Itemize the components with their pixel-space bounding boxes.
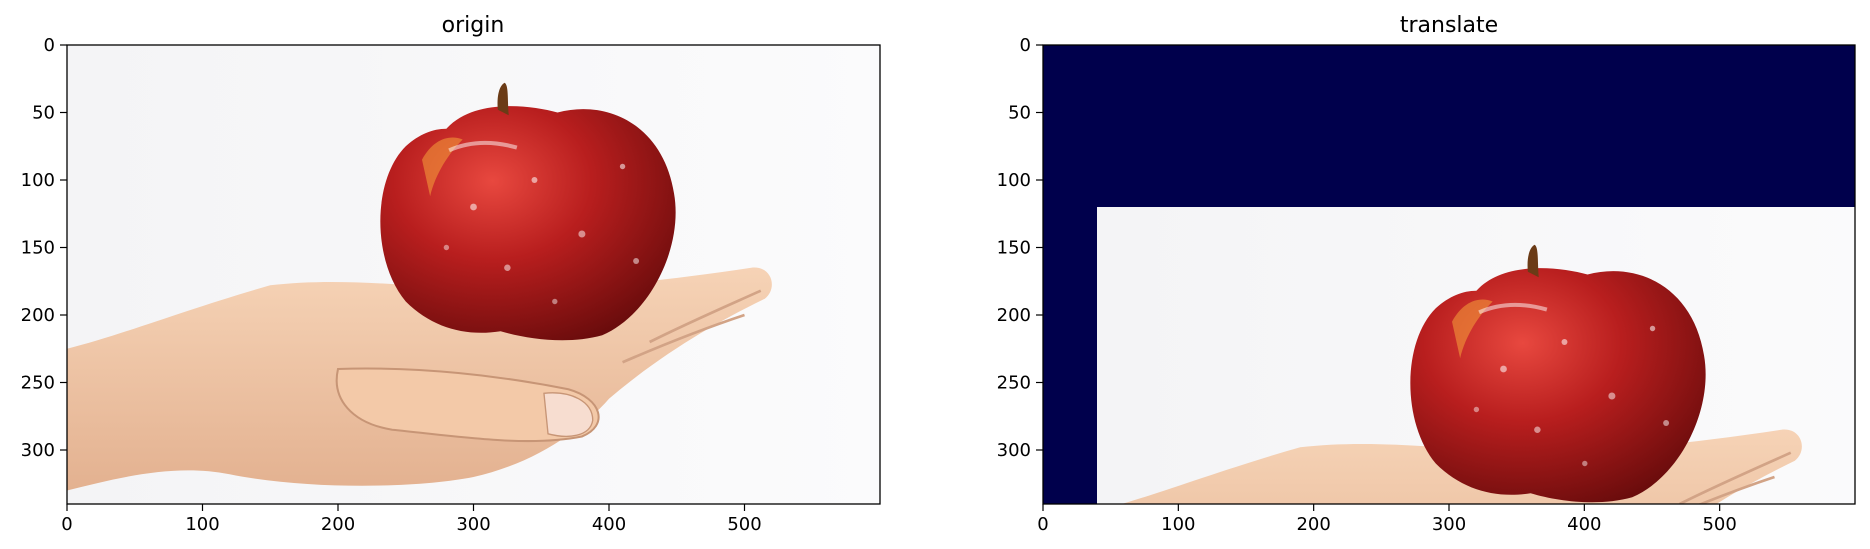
y-tick-label: 50 [1008,103,1031,124]
y-tick-label: 100 [997,170,1031,191]
chart-title: translate [1400,13,1498,38]
y-tick-label: 250 [997,373,1031,394]
x-tick-label: 100 [1161,514,1195,535]
y-tick-label: 150 [997,238,1031,259]
axis-ticks: 0 100 200 300 400 500 0 50 100 150 200 250 300 [21,35,762,535]
panel-origin: origin 0 100 200 300 400 500 0 50 100 150 200 250 30… [21,13,881,535]
x-tick-label: 300 [456,514,490,535]
x-tick-label: 0 [61,514,72,535]
chart-title: origin [442,13,505,38]
x-tick-label: 100 [185,514,219,535]
image-translate [1043,45,1855,504]
y-tick-label: 100 [21,170,55,191]
y-tick-label: 200 [21,305,55,326]
x-tick-label: 400 [592,514,626,535]
x-tick-label: 500 [1702,514,1736,535]
y-tick-label: 300 [21,440,55,461]
y-tick-label: 0 [1020,35,1031,56]
y-tick-label: 200 [997,305,1031,326]
y-tick-label: 250 [21,373,55,394]
axis-ticks: 0 100 200 300 400 500 0 50 100 150 200 250 300 [997,35,1737,535]
x-tick-label: 300 [1432,514,1466,535]
panel-translate: translate 0 100 200 300 400 500 0 50 100 150 200 25… [997,13,1856,535]
x-tick-label: 200 [321,514,355,535]
y-tick-label: 150 [21,238,55,259]
x-tick-label: 400 [1567,514,1601,535]
x-tick-label: 500 [727,514,761,535]
image-origin [67,45,880,504]
y-tick-label: 50 [32,103,55,124]
x-tick-label: 200 [1296,514,1330,535]
y-tick-label: 0 [44,35,55,56]
y-tick-label: 300 [997,440,1031,461]
x-tick-label: 0 [1037,514,1048,535]
